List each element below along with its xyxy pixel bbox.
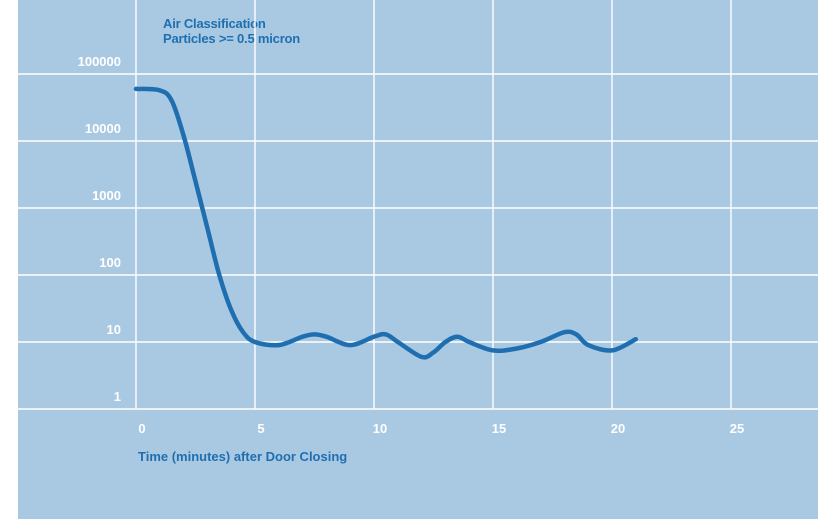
x-tick-label: 25	[730, 421, 744, 436]
chart-subtitle: Particles >= 0.5 micron	[163, 31, 301, 46]
y-tick-label: 10	[107, 322, 121, 337]
x-tick-label: 0	[138, 421, 145, 436]
y-tick-label: 100000	[78, 54, 121, 69]
chart-panel: Air Classification Particles >= 0.5 micr…	[18, 0, 818, 519]
x-tick-label: 10	[373, 421, 387, 436]
y-tick-label: 100	[99, 255, 121, 270]
y-tick-label: 1000	[92, 188, 121, 203]
x-tick-label: 20	[611, 421, 625, 436]
x-axis-label: Time (minutes) after Door Closing	[138, 449, 347, 464]
line-chart: 1 10 100 1000 10000 100000 0 5 10 15 20 25 Time (min…	[18, 0, 818, 464]
y-tick-label: 1	[114, 389, 121, 404]
x-tick-label: 5	[257, 421, 264, 436]
y-tick-label: 10000	[85, 121, 121, 136]
chart-title: Air Classification	[163, 16, 266, 31]
x-tick-label: 15	[492, 421, 506, 436]
series-line	[133, 86, 639, 360]
